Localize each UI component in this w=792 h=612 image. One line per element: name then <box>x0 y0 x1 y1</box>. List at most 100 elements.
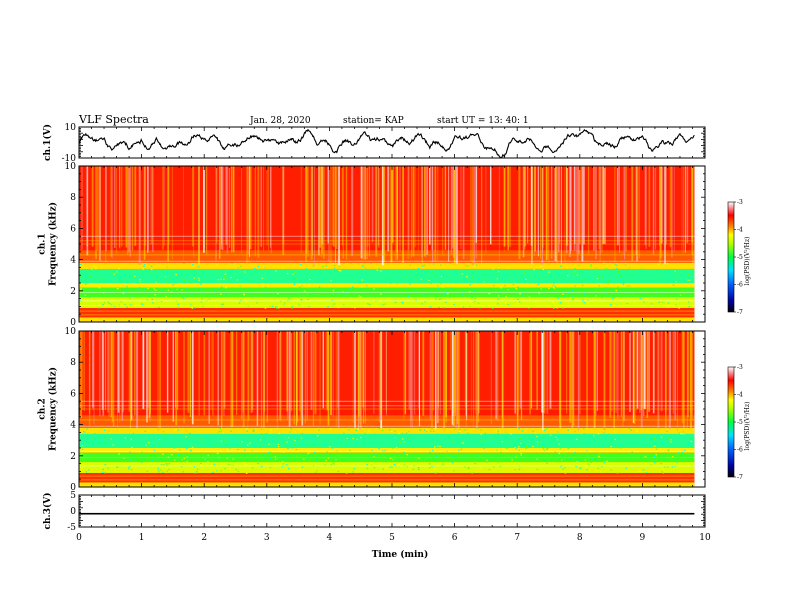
spectrogram-streak <box>507 166 510 243</box>
spectrogram-speckle <box>438 306 440 308</box>
spectrogram-speckle <box>404 272 406 275</box>
spectrogram-streak <box>107 331 109 413</box>
spectrogram-speckle <box>349 276 351 279</box>
y-tick-label: 0 <box>70 318 76 328</box>
spectrogram-speckle <box>172 284 174 286</box>
spectrogram-speckle <box>355 429 357 432</box>
spectrogram-speckle <box>150 271 153 273</box>
spectrogram-speckle <box>202 305 204 307</box>
spectrogram-speckle <box>162 464 165 466</box>
spectrogram-speckle <box>346 294 348 296</box>
spectrogram-speckle <box>337 269 340 271</box>
spectrogram-speckle <box>569 458 571 460</box>
spectrogram-speckle <box>660 463 662 465</box>
spectrogram-speckle <box>420 429 422 431</box>
spectrogram-streak <box>549 331 552 409</box>
spectrogram-speckle <box>391 466 393 468</box>
spectrogram-speckle <box>520 437 522 439</box>
frequency-band <box>79 462 695 473</box>
spectrogram-streak <box>364 331 366 424</box>
spectrogram-speckle <box>440 264 442 266</box>
spectrogram-speckle <box>483 447 485 449</box>
spectrogram-speckle <box>666 431 668 433</box>
spectrogram-speckle <box>215 271 217 273</box>
spectrogram-speckle <box>600 471 602 473</box>
spectrogram-speckle <box>519 301 521 303</box>
spectrogram-streak <box>450 166 453 255</box>
spectrogram-speckle <box>451 303 454 305</box>
spectrogram-speckle <box>134 283 136 285</box>
spectrogram-speckle <box>540 288 542 290</box>
spectrogram-speckle <box>314 451 316 453</box>
spectrogram-streak <box>665 331 667 421</box>
spectrogram-speckle <box>331 447 334 449</box>
spectrogram-speckle <box>161 289 164 291</box>
spectrogram-speckle <box>415 299 417 301</box>
spectrogram-speckle <box>557 436 560 438</box>
spectrogram-speckle <box>89 297 91 299</box>
spectrogram-speckle <box>545 428 548 430</box>
spectrogram-streak <box>682 166 684 254</box>
spectrogram-speckle <box>199 464 202 466</box>
spectrogram-speckle <box>300 437 303 439</box>
spectrogram-speckle <box>306 437 308 439</box>
spectrogram-streak <box>144 166 146 246</box>
spectrogram-speckle <box>465 456 467 458</box>
spectrogram-speckle <box>468 277 470 279</box>
spectrogram-speckle <box>208 281 211 283</box>
spectrogram-speckle <box>170 294 173 296</box>
spectrogram-speckle <box>593 435 595 437</box>
spectrogram-streak <box>516 331 519 429</box>
spectrogram-speckle <box>398 432 400 434</box>
spectrogram-speckle <box>329 446 331 448</box>
spectrogram-speckle <box>606 460 608 462</box>
spectrogram-speckle <box>282 463 285 465</box>
spectrogram-speckle <box>666 263 669 265</box>
spectrogram-streak <box>157 331 159 431</box>
spectrogram-speckle <box>645 472 647 474</box>
spectrogram-speckle <box>354 437 357 439</box>
spectrogram-speckle <box>309 279 311 281</box>
spectrogram-speckle <box>279 451 282 453</box>
spectrogram-streak <box>603 166 605 244</box>
spectrogram-streak <box>399 166 401 252</box>
spectrogram-streak <box>683 331 685 430</box>
spectrogram-speckle <box>608 457 611 459</box>
spectrogram-streak <box>293 331 295 425</box>
spectrogram-speckle <box>452 457 454 460</box>
spectrogram-speckle <box>469 284 471 286</box>
spectrogram-streak <box>395 166 398 260</box>
spectrogram-speckle <box>538 292 540 294</box>
spectrogram-speckle <box>688 301 690 303</box>
spectrogram-speckle <box>655 448 658 450</box>
spectrogram-speckle <box>369 303 371 305</box>
spectrogram-speckle <box>424 301 426 303</box>
spectrogram-speckle <box>519 293 521 295</box>
spectrogram-speckle <box>171 454 173 456</box>
spectrogram-speckle <box>244 271 246 273</box>
spectrogram-speckle <box>518 468 521 470</box>
spectrogram-streak <box>163 166 165 246</box>
spectrogram-speckle <box>605 293 607 295</box>
spectrogram-speckle <box>428 436 431 438</box>
spectrogram-speckle <box>143 288 145 290</box>
spectrogram-speckle <box>222 281 225 283</box>
frequency-band <box>79 166 695 238</box>
spectrogram-streak <box>301 331 302 426</box>
spectrogram-streak <box>336 166 338 250</box>
spectrogram-speckle <box>521 430 524 432</box>
spectrogram-speckle <box>443 294 445 296</box>
spectrogram-speckle <box>390 305 392 307</box>
spectrogram-streak <box>462 166 465 259</box>
spectrogram-speckle <box>129 298 131 300</box>
spectrogram-streak <box>541 331 544 413</box>
spectrogram-speckle <box>181 289 183 291</box>
spectrogram-speckle <box>151 268 153 270</box>
spectrogram-speckle <box>202 296 204 298</box>
spectrogram-speckle <box>428 279 430 281</box>
spectrogram-speckle <box>317 294 319 296</box>
spectrogram-streak <box>193 166 195 258</box>
spectrogram-speckle <box>479 307 481 309</box>
spectrogram-speckle <box>437 445 439 447</box>
spectrogram-speckle <box>504 449 506 451</box>
